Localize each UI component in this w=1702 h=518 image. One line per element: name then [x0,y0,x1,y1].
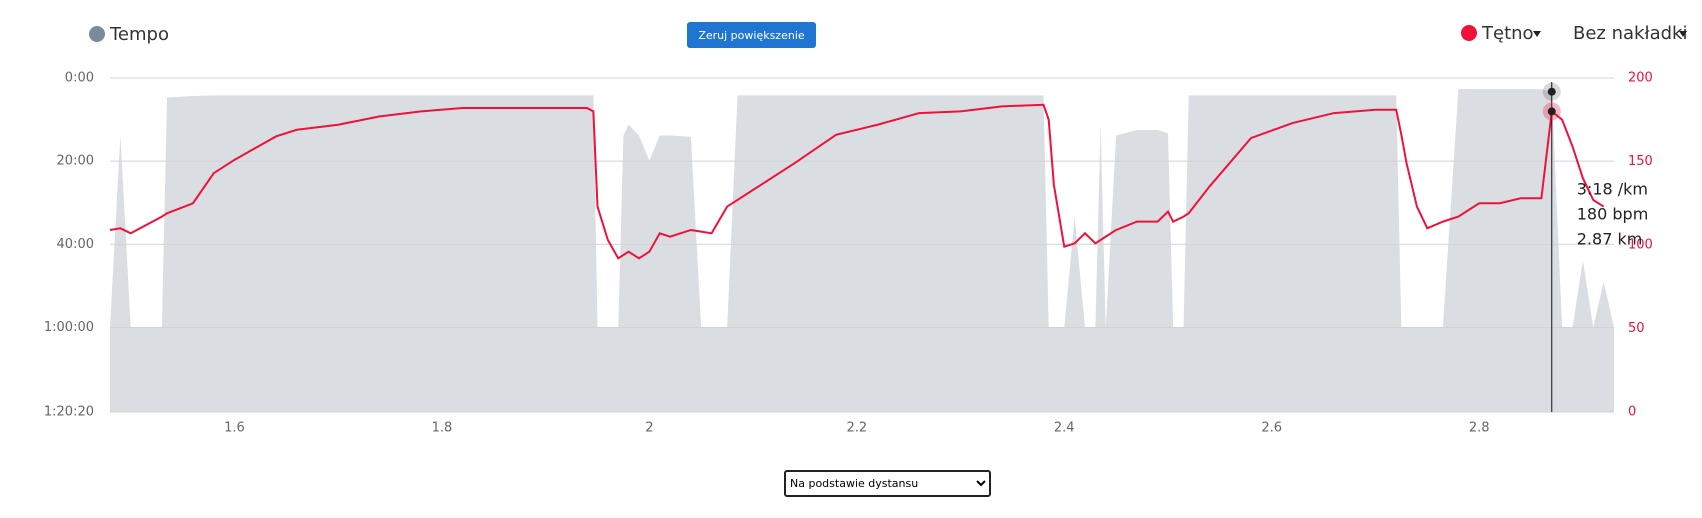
y2-tick-label: 150 [1628,154,1653,169]
tooltip-text: 2.87 km [1577,230,1643,249]
pace-area [110,88,1614,413]
legend-marker [89,26,105,42]
y-tick-label: 1:20:20 [44,405,94,420]
x-tick-label: 2 [645,421,653,436]
legend-marker [1461,25,1477,41]
x-tick-label: 2.6 [1261,421,1282,436]
x-tick-label: 1.6 [224,421,245,436]
dropdown-arrow [1679,31,1687,37]
hr-line [109,103,1605,260]
tooltip-text: 3:18 /km [1577,180,1648,199]
legend-tempo[interactable]: Tempo [89,24,169,45]
plot-layer [109,77,1614,413]
legend-label: Tempo [109,24,169,45]
hover-point [1547,87,1556,96]
y-tick-label: 20:00 [57,154,94,169]
y2-tick-label: 100 [1628,238,1653,253]
reset-zoom-button[interactable]: Zeruj powiększenie [687,22,816,48]
y2-tick-label: 200 [1628,71,1653,86]
hover-point [1547,107,1556,116]
x-tick-label: 2.4 [1054,421,1075,436]
legend-tetno[interactable]: Tętno [1461,23,1541,44]
y-tick-label: 0:00 [65,71,94,86]
x-tick-label: 2.2 [846,421,867,436]
overlay-label: Bez nakładki [1573,23,1687,44]
y2-tick-label: 0 [1628,405,1636,420]
y-tick-label: 40:00 [57,237,94,252]
mode-select[interactable]: Na podstawie dystansu [784,470,991,497]
dropdown-arrow [1533,31,1541,37]
y-tick-label: 1:00:00 [44,320,94,335]
legend-label: Tętno [1481,23,1534,44]
y2-tick-label: 50 [1628,321,1645,336]
tooltip-text: 180 bpm [1577,205,1649,224]
x-tick-label: 1.8 [432,421,453,436]
x-tick-label: 2.8 [1469,421,1490,436]
overlay-menu[interactable]: Bez nakładki [1573,23,1687,44]
